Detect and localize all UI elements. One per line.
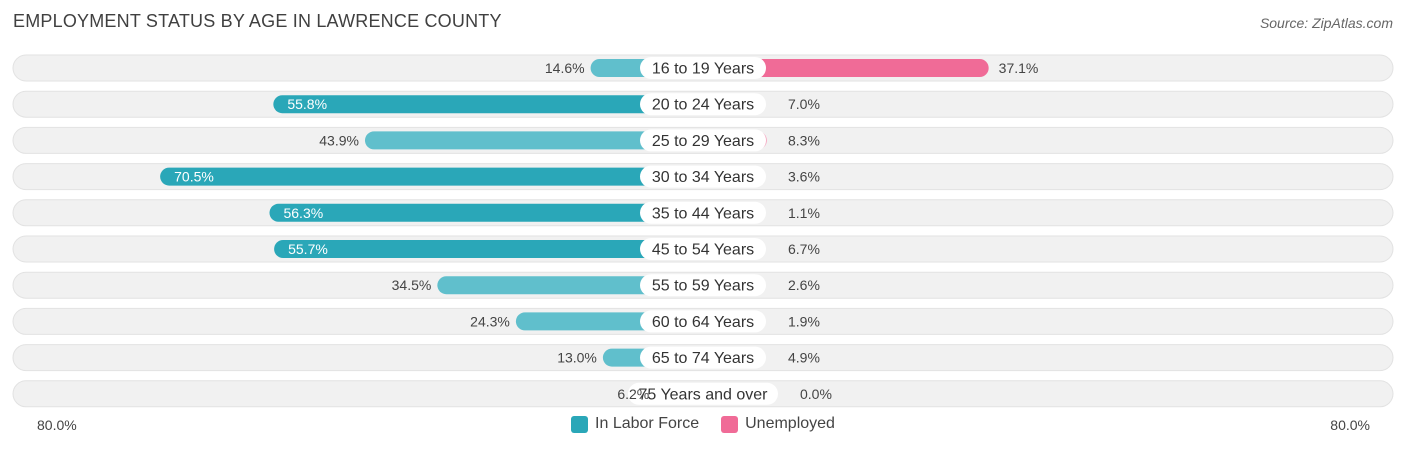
category-pill (640, 346, 766, 369)
category-pill (640, 57, 766, 79)
category-pill (640, 129, 766, 152)
value-label-unemployed: 1.1% (788, 205, 820, 221)
legend-item-labor-force[interactable]: In Labor Force (571, 415, 699, 433)
axis-right-label: 80.0% (1330, 417, 1370, 433)
legend-label-labor-force: In Labor Force (595, 415, 700, 432)
category-label: 30 to 34 Years (652, 169, 754, 186)
category-label: 55 to 59 Years (652, 278, 754, 295)
value-label-in-labor-force: 13.0% (557, 350, 597, 366)
value-label-in-labor-force: 70.5% (174, 169, 214, 185)
bar-in-labor-force (273, 95, 703, 114)
category-label: 20 to 24 Years (652, 97, 754, 114)
category-label: 45 to 54 Years (652, 242, 754, 259)
bar-in-labor-force (364, 131, 703, 150)
category-pill (640, 201, 766, 224)
legend-swatch-unemployed (721, 415, 739, 433)
value-label-in-labor-force: 14.6% (545, 60, 585, 76)
value-label-unemployed: 3.6% (788, 169, 820, 185)
category-pill (640, 238, 766, 260)
value-label-in-labor-force: 55.7% (288, 241, 328, 257)
category-pill (640, 274, 766, 297)
category-pill (640, 165, 766, 188)
bar-in-labor-force (437, 276, 703, 295)
category-label: 25 to 29 Years (652, 133, 754, 150)
category-pill (628, 382, 778, 405)
value-label-in-labor-force: 6.2% (617, 386, 649, 402)
category-label: 35 to 44 Years (652, 205, 754, 222)
category-label: 60 to 64 Years (652, 314, 754, 331)
value-label-in-labor-force: 55.8% (287, 96, 327, 112)
source-note: Source: ZipAtlas.com (1259, 15, 1393, 31)
chart-title: EMPLOYMENT STATUS BY AGE IN LAWRENCE COU… (13, 11, 502, 31)
category-pill (640, 93, 766, 116)
legend-swatch-labor-force (571, 415, 589, 433)
value-label-unemployed: 7.0% (788, 96, 820, 112)
value-label-unemployed: 0.0% (800, 386, 832, 402)
value-label-in-labor-force: 34.5% (392, 277, 432, 293)
value-label-in-labor-force: 43.9% (319, 132, 359, 148)
value-label-unemployed: 8.3% (788, 132, 820, 148)
value-label-in-labor-force: 56.3% (283, 205, 323, 221)
bar-unemployed (703, 59, 989, 77)
value-label-in-labor-force: 24.3% (470, 313, 510, 329)
value-label-unemployed: 6.7% (788, 241, 820, 257)
legend-item-unemployed[interactable]: Unemployed (721, 415, 835, 433)
value-label-unemployed: 1.9% (788, 313, 820, 329)
axis-left-label: 80.0% (37, 417, 77, 433)
chart-plot: 16 to 19 Years 14.6% 37.1% 20 to 24 Years 55… (12, 54, 1394, 408)
bar-in-labor-force (274, 240, 703, 258)
category-pill (640, 310, 766, 333)
legend: In Labor Force Unemployed (0, 415, 1406, 433)
category-label: 75 Years and over (639, 386, 769, 403)
bar-in-labor-force (160, 167, 703, 186)
value-label-unemployed: 37.1% (999, 60, 1039, 76)
bar-in-labor-force (269, 203, 703, 222)
value-label-unemployed: 2.6% (788, 277, 820, 293)
legend-label-unemployed: Unemployed (745, 415, 835, 432)
category-label: 16 to 19 Years (652, 61, 754, 78)
value-label-unemployed: 4.9% (788, 350, 820, 366)
category-label: 65 to 74 Years (652, 350, 754, 367)
